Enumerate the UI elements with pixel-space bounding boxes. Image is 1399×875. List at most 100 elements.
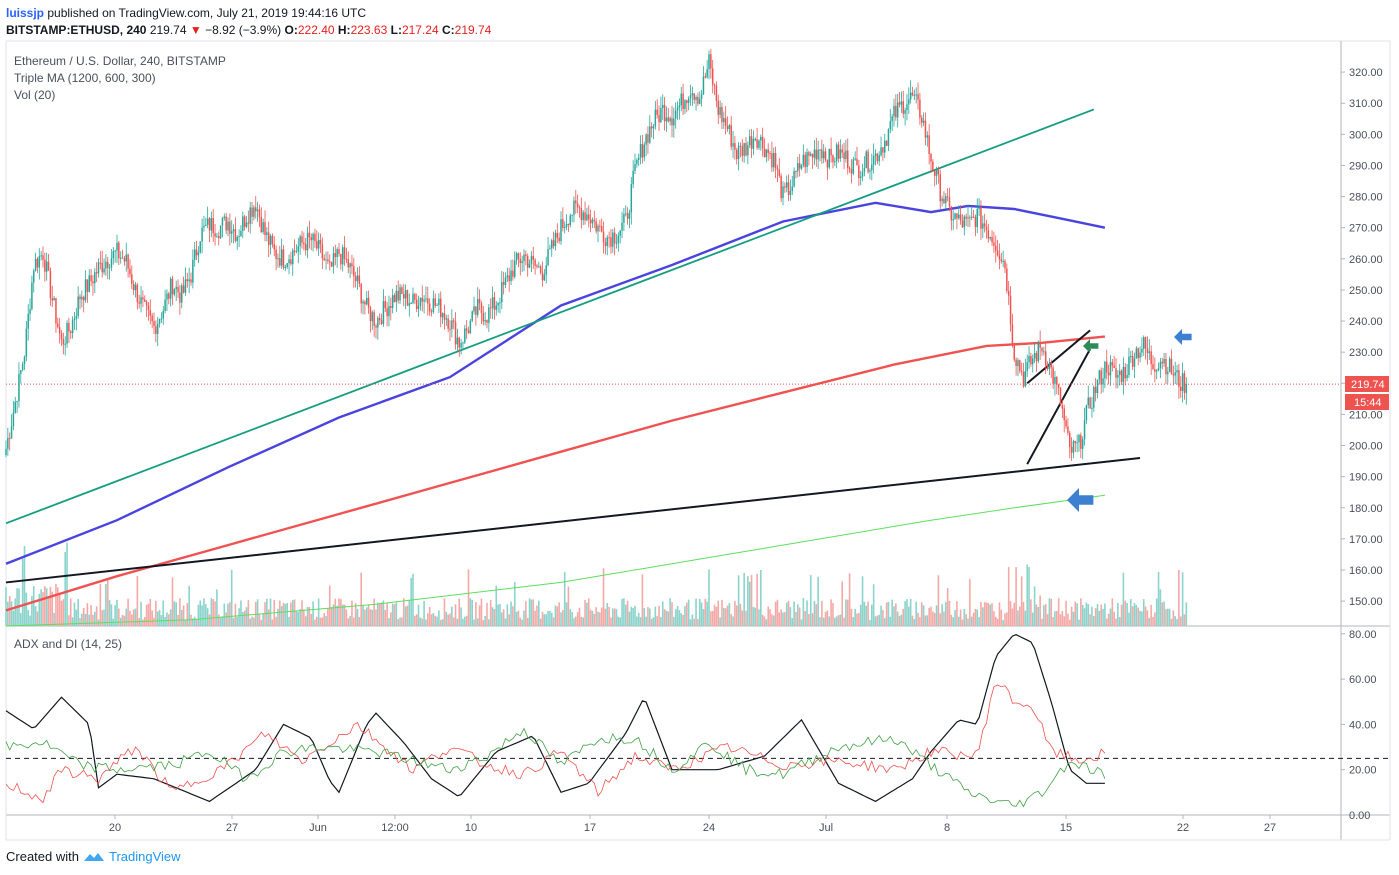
- candle-body: [900, 101, 903, 105]
- volume-bar: [236, 616, 239, 626]
- volume-bar: [552, 617, 555, 626]
- candle-body: [190, 279, 192, 283]
- candle-body: [57, 323, 59, 328]
- candle-body: [343, 247, 346, 259]
- candle-body: [885, 140, 888, 146]
- volume-bar: [1072, 611, 1075, 626]
- adx-tick-label: 40.00: [1349, 719, 1377, 731]
- candle-body: [12, 412, 15, 427]
- candle-body: [123, 258, 126, 262]
- volume-bar: [114, 605, 116, 626]
- open-label: O:: [284, 23, 298, 37]
- candle-body: [101, 262, 103, 273]
- volume-bar: [593, 613, 596, 626]
- candle-body: [1159, 361, 1162, 368]
- volume-bar: [737, 575, 740, 626]
- volume-bar: [1109, 608, 1112, 626]
- candle-body: [27, 313, 29, 329]
- volume-bar: [512, 606, 514, 626]
- volume-bar: [378, 603, 381, 626]
- volume-bar: [734, 600, 736, 626]
- volume-bar: [1167, 608, 1169, 626]
- candle-body: [299, 236, 301, 247]
- candle-body: [887, 129, 890, 146]
- candle-body: [21, 364, 24, 371]
- candle-body: [116, 242, 118, 251]
- price-tick-label: 320.00: [1349, 67, 1383, 79]
- volume-bar: [184, 619, 187, 626]
- candle-body: [351, 263, 353, 267]
- candle-body: [954, 213, 956, 220]
- volume-bar: [1052, 617, 1054, 626]
- volume-bar: [835, 616, 838, 626]
- candle-body: [536, 265, 538, 267]
- volume-bar: [290, 602, 292, 626]
- price-tick-label: 250.00: [1349, 285, 1383, 297]
- volume-bar: [421, 618, 424, 626]
- volume-bar: [108, 599, 111, 626]
- volume-bar: [804, 611, 806, 626]
- volume-bar: [1013, 602, 1016, 626]
- candle-body: [119, 257, 122, 259]
- volume-bar: [819, 617, 821, 626]
- volume-bar: [874, 616, 877, 626]
- candle-body: [304, 244, 307, 251]
- candle-body: [1178, 370, 1180, 387]
- candle-body: [338, 249, 340, 254]
- candle-body: [650, 126, 653, 129]
- candle-body: [478, 298, 481, 304]
- candle-body: [1080, 435, 1082, 449]
- candle-body: [414, 293, 416, 300]
- volume-bar: [179, 598, 181, 626]
- volume-bar: [532, 599, 535, 626]
- candle-body: [177, 286, 179, 293]
- candle-body: [1141, 348, 1143, 353]
- tradingview-link[interactable]: TradingView: [108, 849, 181, 864]
- high-label: H:: [337, 23, 351, 37]
- volume-bar: [765, 619, 768, 626]
- candle-body: [534, 259, 536, 266]
- volume-bar: [619, 617, 621, 626]
- author-name[interactable]: luissjp: [6, 6, 45, 20]
- candle-body: [571, 214, 573, 216]
- volume-bar: [1068, 619, 1071, 626]
- candle-body: [64, 343, 66, 345]
- volume-bar: [998, 602, 1001, 626]
- volume-bar: [541, 611, 544, 626]
- candle-body: [847, 150, 849, 169]
- volume-bar: [29, 615, 31, 626]
- candle-body: [258, 209, 261, 218]
- volume-bar: [332, 604, 335, 626]
- volume-bar: [565, 602, 568, 626]
- candle-body: [730, 125, 732, 147]
- candle-body: [378, 317, 381, 321]
- volume-bar: [384, 609, 387, 626]
- candle-body: [1009, 295, 1012, 325]
- candle-body: [996, 250, 999, 256]
- volume-bar: [443, 598, 446, 626]
- candle-body: [1128, 356, 1130, 376]
- volume-bar: [1117, 602, 1119, 626]
- volume-bar: [543, 614, 546, 626]
- candle-body: [36, 258, 39, 268]
- candle-body: [495, 305, 497, 310]
- volume-bar: [391, 603, 394, 626]
- candle-body: [506, 275, 509, 278]
- volume-bar: [711, 610, 714, 626]
- volume-bar: [841, 581, 843, 626]
- volume-bar: [806, 600, 808, 626]
- candle-body: [625, 213, 627, 215]
- volume-bar: [162, 600, 165, 626]
- candle-body: [173, 289, 176, 295]
- volume-bar: [316, 616, 318, 626]
- candle-body: [1185, 384, 1188, 393]
- candle-body: [791, 186, 793, 191]
- candle-body: [306, 232, 309, 251]
- volume-bar: [1144, 606, 1147, 626]
- volume-bar: [1080, 598, 1082, 626]
- countdown-badge: [1345, 394, 1389, 410]
- volume-bar: [649, 608, 651, 626]
- volume-bar: [996, 618, 999, 626]
- candle-body: [732, 143, 734, 147]
